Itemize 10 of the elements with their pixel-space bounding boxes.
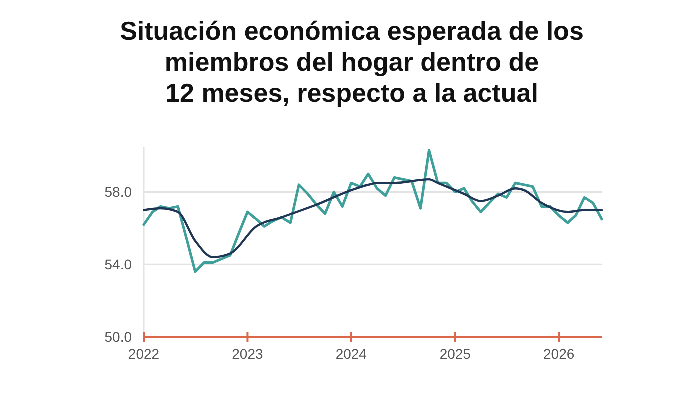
line-series xyxy=(142,178,604,258)
x-tick-label: 2023 xyxy=(232,346,264,362)
chart-title: Situación económica esperada de los miembros del hogar dentro de 12 meses, respecto a la actual xyxy=(120,16,584,108)
y-tick-label: 50.0 xyxy=(104,328,132,345)
x-tick-label: 2022 xyxy=(128,346,160,362)
x-tick-label: 2024 xyxy=(336,346,368,362)
x-tick-label: 2026 xyxy=(544,346,575,362)
y-tick-label: 54.0 xyxy=(104,256,132,273)
x-tick-label: 2025 xyxy=(440,346,472,362)
y-tick-label: 58.0 xyxy=(104,184,132,200)
